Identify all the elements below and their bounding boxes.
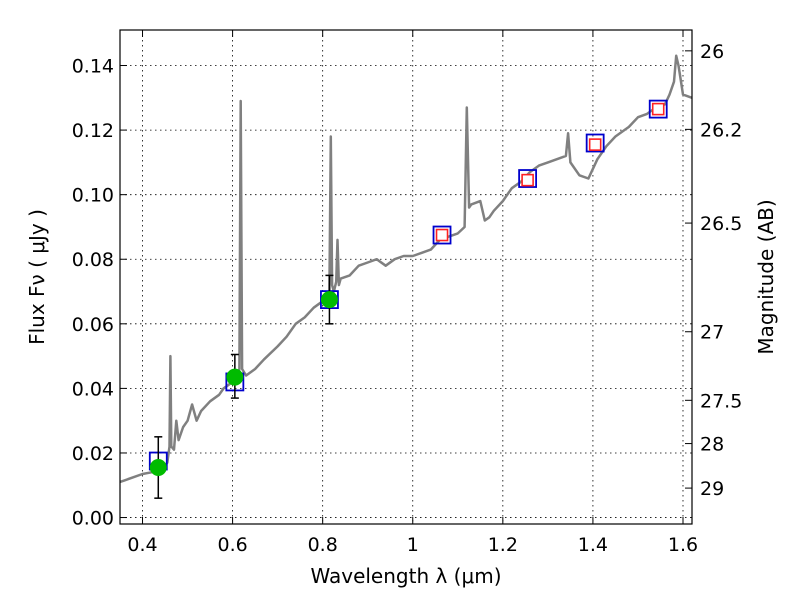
observed-photometry-point bbox=[320, 291, 338, 309]
right-tick-label: 29 bbox=[700, 478, 724, 500]
y-tick-label: 0.08 bbox=[72, 249, 114, 271]
right-axis-title: Magnitude (AB) bbox=[754, 199, 778, 354]
x-axis-title: Wavelength λ (μm) bbox=[310, 564, 501, 588]
y-tick-label: 0.04 bbox=[72, 378, 114, 400]
right-tick-label: 26.5 bbox=[700, 213, 742, 235]
observed-photometry-point bbox=[149, 458, 167, 476]
y-tick-label: 0.00 bbox=[72, 508, 114, 530]
right-tick-label: 27.5 bbox=[700, 390, 742, 412]
predicted-photometry-square bbox=[588, 138, 602, 151]
y-tick-label: 0.12 bbox=[72, 120, 114, 142]
right-tick-label: 28 bbox=[700, 434, 724, 456]
x-tick-label: 0.6 bbox=[217, 534, 247, 556]
x-tick-label: 1.4 bbox=[578, 534, 608, 556]
plot-frame bbox=[119, 29, 693, 525]
y-tick-label: 0.06 bbox=[72, 314, 114, 336]
y-tick-label: 0.10 bbox=[72, 185, 114, 207]
right-tick-label: 26 bbox=[700, 41, 724, 63]
spectrum-line bbox=[120, 54, 692, 484]
x-tick-label: 1.2 bbox=[488, 534, 518, 556]
x-tick-label: 1.6 bbox=[668, 534, 698, 556]
axis-ticks bbox=[120, 30, 692, 524]
y-tick-label: 0.02 bbox=[72, 443, 114, 465]
right-tick-label: 27 bbox=[700, 322, 724, 344]
model-photometry-square bbox=[518, 169, 538, 188]
predicted-photometry-square bbox=[521, 173, 534, 187]
x-tick-label: 0.8 bbox=[308, 534, 338, 556]
data-points bbox=[148, 99, 668, 499]
observed-photometry-point bbox=[226, 368, 244, 386]
x-tick-label: 1 bbox=[407, 534, 419, 556]
right-tick-label: 26.2 bbox=[700, 119, 742, 141]
model-photometry-square bbox=[648, 99, 668, 119]
y-tick-label: 0.14 bbox=[72, 56, 114, 78]
tick-labels: 0.4 0.6 0.8 1 1.2 1.4 1.6 0.00 0.02 0.04 0.06 0.08 0… bbox=[72, 41, 743, 556]
grid bbox=[120, 30, 692, 524]
y-axis-title: Flux Fν ( μJy ) bbox=[25, 209, 49, 345]
model-photometry-square bbox=[585, 133, 605, 153]
predicted-photometry-square bbox=[435, 228, 449, 242]
predicted-photometry-square bbox=[651, 102, 665, 116]
x-tick-label: 0.4 bbox=[127, 534, 157, 556]
model-photometry-square bbox=[432, 225, 452, 245]
model-spectrum bbox=[120, 54, 692, 484]
